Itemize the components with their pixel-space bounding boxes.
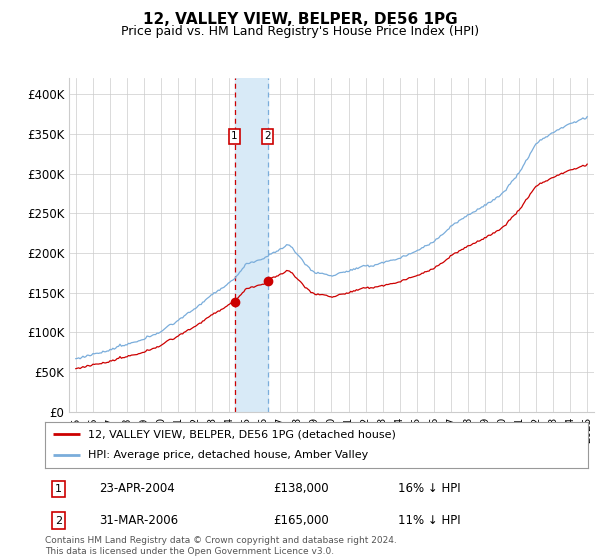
Text: 1: 1 xyxy=(55,484,62,494)
Text: 12, VALLEY VIEW, BELPER, DE56 1PG (detached house): 12, VALLEY VIEW, BELPER, DE56 1PG (detac… xyxy=(88,429,397,439)
Text: 31-MAR-2006: 31-MAR-2006 xyxy=(100,514,178,527)
Text: 1: 1 xyxy=(231,131,238,141)
Text: HPI: Average price, detached house, Amber Valley: HPI: Average price, detached house, Ambe… xyxy=(88,450,368,460)
Text: £138,000: £138,000 xyxy=(273,482,329,496)
Text: £165,000: £165,000 xyxy=(273,514,329,527)
Text: 11% ↓ HPI: 11% ↓ HPI xyxy=(398,514,461,527)
Bar xyxy=(235,78,268,412)
Text: 2: 2 xyxy=(264,131,271,141)
Text: 16% ↓ HPI: 16% ↓ HPI xyxy=(398,482,461,496)
Text: Contains HM Land Registry data © Crown copyright and database right 2024.
This d: Contains HM Land Registry data © Crown c… xyxy=(45,536,397,556)
Text: 23-APR-2004: 23-APR-2004 xyxy=(100,482,175,496)
Text: 2: 2 xyxy=(55,516,62,525)
Text: Price paid vs. HM Land Registry's House Price Index (HPI): Price paid vs. HM Land Registry's House … xyxy=(121,25,479,38)
Text: 12, VALLEY VIEW, BELPER, DE56 1PG: 12, VALLEY VIEW, BELPER, DE56 1PG xyxy=(143,12,457,27)
